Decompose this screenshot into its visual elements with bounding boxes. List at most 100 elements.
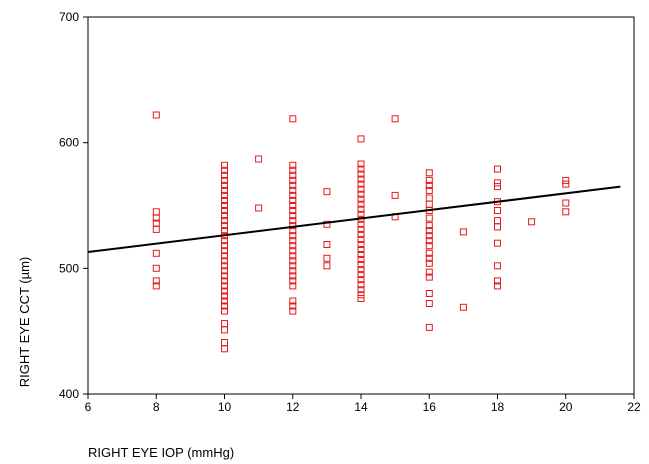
- data-point: [494, 277, 501, 285]
- data-point: [425, 290, 433, 297]
- data-point: [357, 261, 365, 269]
- data-point: [357, 291, 365, 299]
- data-point: [221, 186, 228, 194]
- data-point: [357, 220, 365, 228]
- data-point: [221, 181, 228, 189]
- x-axis-title: RIGHT EYE IOP (mmHg): [88, 445, 234, 460]
- data-point: [357, 276, 365, 284]
- data-point: [289, 197, 297, 204]
- y-tick-label: 400: [59, 387, 79, 401]
- data-point: [221, 242, 228, 250]
- data-point: [425, 214, 433, 222]
- x-tick-label: 20: [559, 400, 573, 414]
- data-point: [289, 242, 297, 250]
- data-point: [221, 176, 228, 184]
- y-tick-label: 500: [59, 261, 79, 275]
- data-point: [221, 161, 228, 169]
- data-point: [357, 235, 365, 243]
- data-point: [357, 170, 365, 178]
- data-point: [391, 191, 399, 199]
- x-tick-label: 16: [423, 400, 437, 414]
- data-point: [357, 246, 365, 253]
- data-point: [357, 210, 365, 218]
- data-point: [221, 277, 228, 285]
- data-point: [357, 175, 365, 183]
- data-point: [289, 115, 297, 123]
- data-point: [289, 267, 297, 275]
- y-axis-title: RIGHT EYE CCT (µm): [17, 257, 32, 388]
- data-point: [289, 181, 297, 189]
- data-point: [357, 286, 365, 294]
- data-points: [152, 111, 570, 353]
- data-point: [357, 225, 365, 233]
- data-point: [289, 257, 297, 265]
- data-point: [289, 237, 297, 245]
- data-point: [494, 282, 501, 290]
- data-point: [562, 199, 570, 207]
- x-tick-label: 6: [85, 400, 92, 414]
- data-point: [289, 166, 297, 174]
- data-point: [323, 241, 331, 248]
- data-point: [221, 212, 228, 220]
- data-point: [221, 247, 228, 255]
- data-point: [289, 282, 297, 290]
- y-tick-label: 700: [59, 10, 79, 24]
- data-point: [425, 273, 433, 281]
- data-point: [357, 271, 365, 279]
- data-point: [221, 345, 228, 353]
- data-point: [289, 176, 297, 184]
- data-point: [425, 323, 433, 331]
- data-point: [323, 220, 331, 228]
- data-point: [459, 303, 467, 311]
- data-point: [289, 252, 297, 260]
- data-point: [425, 186, 433, 194]
- data-point: [357, 160, 365, 168]
- data-point: [562, 180, 570, 188]
- y-axis-ticks: 400 500 600 700: [59, 10, 88, 401]
- data-point: [357, 185, 365, 193]
- data-point: [494, 183, 501, 191]
- data-point: [494, 262, 501, 270]
- data-point: [221, 282, 228, 290]
- data-point: [289, 171, 297, 179]
- x-tick-label: 14: [354, 400, 368, 414]
- data-point: [357, 281, 365, 289]
- data-point: [221, 171, 228, 179]
- data-point: [357, 266, 365, 274]
- data-point: [152, 282, 160, 290]
- data-point: [289, 207, 297, 214]
- data-point: [221, 257, 228, 265]
- data-point: [221, 287, 228, 295]
- data-point: [289, 307, 297, 315]
- data-point: [425, 169, 433, 177]
- data-point: [221, 207, 228, 214]
- data-point: [152, 249, 160, 257]
- data-point: [425, 254, 433, 262]
- data-point: [289, 232, 297, 240]
- data-point: [357, 180, 365, 188]
- x-tick-label: 18: [491, 400, 505, 414]
- regression-line-group: [87, 185, 621, 253]
- data-point: [494, 179, 501, 187]
- data-point: [357, 190, 365, 198]
- data-point: [289, 277, 297, 285]
- data-point: [357, 230, 365, 238]
- data-point: [459, 228, 467, 236]
- data-point: [221, 252, 228, 260]
- data-point: [357, 295, 365, 302]
- data-point: [152, 214, 160, 222]
- data-point: [221, 227, 228, 235]
- data-point: [425, 242, 433, 250]
- data-point: [425, 300, 433, 307]
- data-point: [425, 232, 433, 240]
- data-point: [494, 165, 501, 173]
- data-point: [323, 262, 331, 270]
- data-point: [152, 225, 160, 233]
- data-point: [425, 176, 433, 184]
- data-point: [357, 205, 365, 213]
- data-point: [289, 217, 297, 225]
- data-point: [425, 268, 433, 276]
- data-point: [357, 135, 365, 143]
- data-point: [323, 188, 331, 196]
- data-point: [357, 241, 365, 248]
